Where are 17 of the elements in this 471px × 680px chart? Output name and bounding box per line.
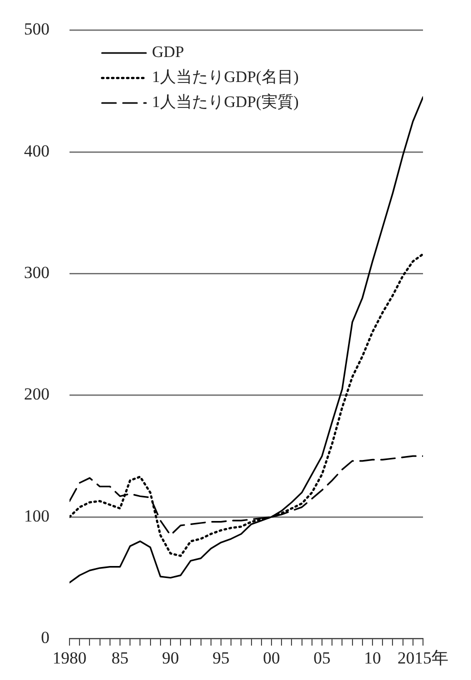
y-tick-label: 400 <box>24 141 50 160</box>
legend-label: 1人当たりGDP(実質) <box>152 92 299 113</box>
x-tick-label: 90 <box>162 648 179 668</box>
y-tick-label: 200 <box>24 384 50 404</box>
x-tick-label: 2015年 <box>398 648 448 668</box>
y-tick-label: 500 <box>24 20 50 39</box>
legend-label: 1人当たりGDP(名目) <box>152 68 299 88</box>
x-tick-label: 05 <box>314 648 330 668</box>
x-tick-label: 95 <box>212 648 230 668</box>
y-tick-label: 100 <box>24 506 50 526</box>
legend-label: GDP <box>152 43 184 63</box>
x-tick-label: 1980 <box>52 648 86 668</box>
x-tick-label: 85 <box>112 648 128 668</box>
x-tick-label: 00 <box>263 648 280 668</box>
x-tick-label: 10 <box>364 648 381 668</box>
y-tick-label: 0 <box>41 628 50 648</box>
y-tick-label: 300 <box>24 263 50 282</box>
